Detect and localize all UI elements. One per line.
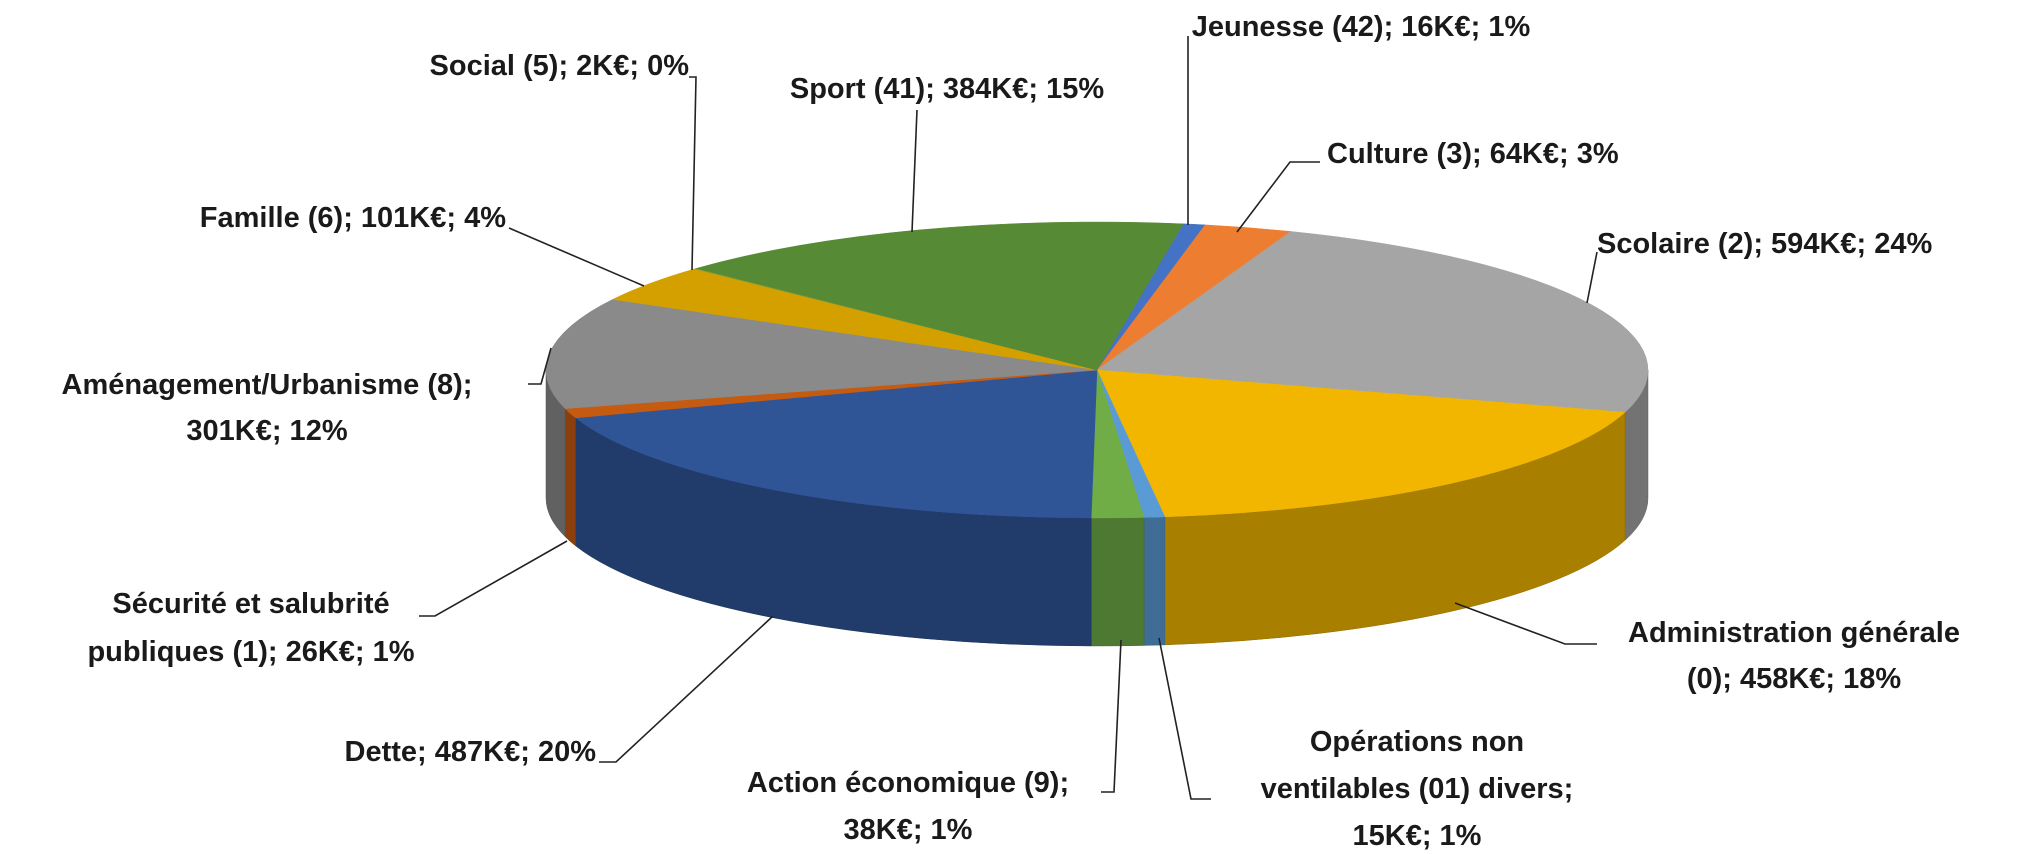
data-label: Jeunesse (42); 16K€; 1% <box>1192 11 1531 43</box>
leader-line <box>911 109 918 233</box>
leader-line <box>1454 602 1597 645</box>
leader-line <box>419 540 568 617</box>
data-label: Sécurité et salubrité publiques (1); 26K€… <box>87 588 414 668</box>
data-label: Administration générale (0); 458K€; 18% <box>1628 617 1960 695</box>
leader-line <box>1101 639 1122 793</box>
slice-side <box>1090 517 1145 647</box>
slice <box>574 369 1098 519</box>
slice <box>1096 231 1649 413</box>
leader-line <box>1586 251 1598 304</box>
data-label: Opérations non ventilables (01) divers; 15… <box>1261 726 1574 852</box>
data-label: Scolaire (2); 594K€; 24% <box>1597 228 1932 260</box>
data-label: Famille (6); 101K€; 4% <box>200 202 506 234</box>
data-label: Aménagement/Urbanisme (8); 301K€; 12% <box>62 369 473 447</box>
leader-line <box>1158 637 1211 800</box>
data-label: Dette; 487K€; 20% <box>345 736 597 768</box>
data-label: Action économique (9); 38K€; 1% <box>747 767 1069 846</box>
data-label: Culture (3); 64K€; 3% <box>1327 138 1619 170</box>
leader-line <box>508 227 645 287</box>
leader-line <box>1236 161 1320 233</box>
leader-line <box>528 347 552 385</box>
leader-line <box>689 76 697 271</box>
slice <box>1096 369 1626 518</box>
data-label: Social (5); 2K€; 0% <box>430 50 690 82</box>
slice <box>695 221 1184 371</box>
data-label: Sport (41); 384K€; 15% <box>790 73 1104 105</box>
slice-side <box>564 407 576 547</box>
slice-side <box>1143 516 1166 646</box>
leader-line <box>599 615 774 763</box>
